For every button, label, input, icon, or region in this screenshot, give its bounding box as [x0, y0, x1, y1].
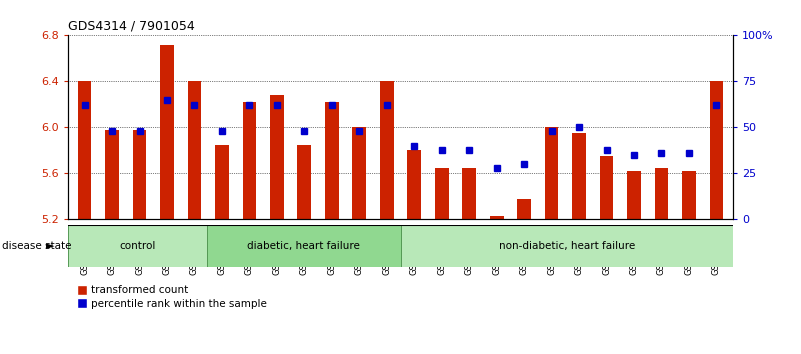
Text: non-diabetic, heart failure: non-diabetic, heart failure: [498, 241, 635, 251]
Bar: [207, 225, 400, 267]
Text: ►: ►: [46, 241, 55, 251]
Legend: transformed count, percentile rank within the sample: transformed count, percentile rank withi…: [74, 281, 271, 313]
Bar: [133, 130, 147, 219]
Bar: [380, 81, 393, 219]
Bar: [297, 145, 312, 219]
Bar: [400, 225, 733, 267]
Text: disease state: disease state: [2, 241, 72, 251]
Bar: [462, 168, 476, 219]
Bar: [654, 168, 668, 219]
Bar: [160, 45, 174, 219]
Bar: [408, 150, 421, 219]
Bar: [710, 81, 723, 219]
Bar: [352, 127, 366, 219]
Bar: [105, 130, 119, 219]
Bar: [435, 168, 449, 219]
Bar: [68, 225, 207, 267]
Bar: [489, 216, 504, 219]
Bar: [572, 133, 586, 219]
Bar: [545, 127, 558, 219]
Bar: [78, 81, 91, 219]
Bar: [517, 199, 531, 219]
Bar: [627, 171, 641, 219]
Text: control: control: [119, 241, 155, 251]
Bar: [187, 81, 201, 219]
Text: GDS4314 / 7901054: GDS4314 / 7901054: [68, 20, 195, 33]
Text: diabetic, heart failure: diabetic, heart failure: [247, 241, 360, 251]
Bar: [682, 171, 696, 219]
Bar: [270, 95, 284, 219]
Bar: [600, 156, 614, 219]
Bar: [325, 102, 339, 219]
Bar: [243, 102, 256, 219]
Bar: [215, 145, 229, 219]
